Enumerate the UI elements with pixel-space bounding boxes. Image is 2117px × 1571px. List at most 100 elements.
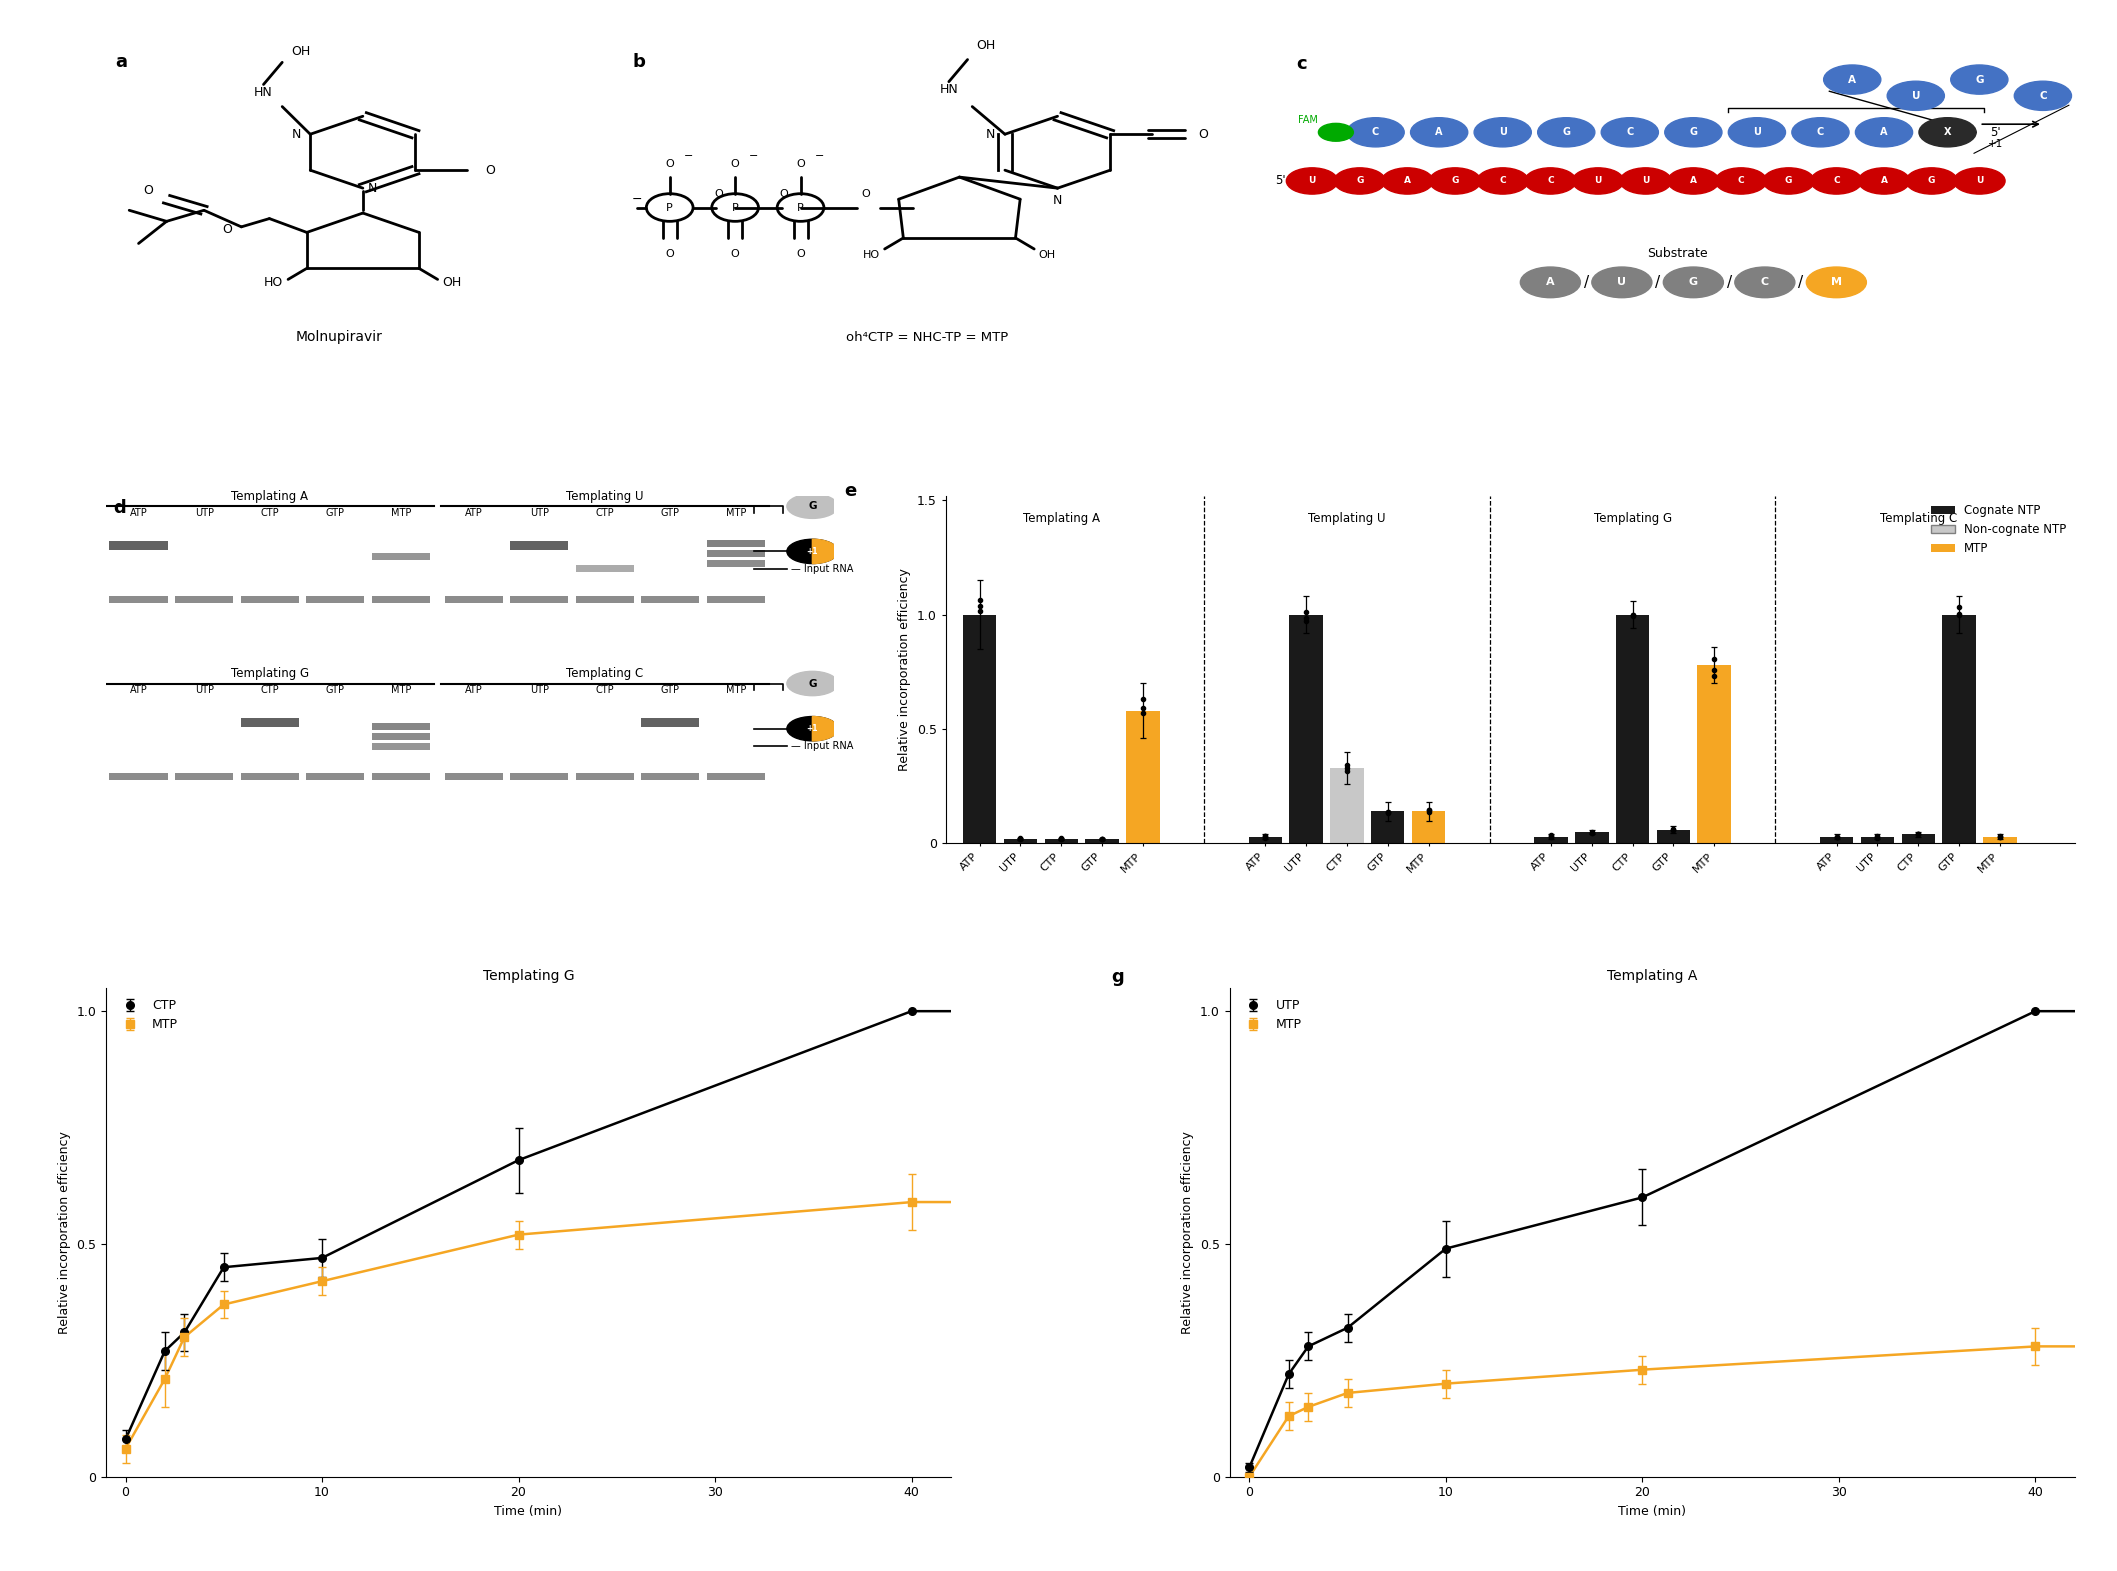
Text: Templating G: Templating G	[1594, 512, 1672, 525]
Bar	[1658, 829, 1689, 844]
Text: GTP: GTP	[326, 507, 345, 518]
Text: 3': 3'	[1327, 126, 1338, 138]
Text: U: U	[1912, 91, 1920, 101]
Circle shape	[1664, 267, 1723, 297]
Text: U: U	[1594, 176, 1603, 185]
Point	[1575, 820, 1609, 845]
Circle shape	[1918, 118, 1975, 148]
Point	[1615, 603, 1649, 628]
Bar	[510, 540, 567, 550]
Text: C: C	[1833, 176, 1840, 185]
Text: +1: +1	[807, 724, 817, 734]
Text: G: G	[1689, 278, 1698, 287]
Circle shape	[1473, 118, 1531, 148]
Point	[1901, 822, 1935, 847]
Text: ATP: ATP	[129, 685, 148, 696]
Text: /: /	[1727, 275, 1732, 291]
Circle shape	[788, 671, 838, 696]
Bar	[1984, 836, 2018, 844]
Circle shape	[1734, 267, 1795, 297]
Text: G: G	[809, 679, 817, 688]
Text: a: a	[114, 53, 127, 71]
Text: g: g	[1111, 968, 1124, 987]
Point	[1655, 817, 1689, 842]
Text: ATP: ATP	[466, 507, 483, 518]
Bar	[1289, 614, 1323, 844]
Point	[1289, 600, 1323, 625]
Point	[963, 588, 997, 613]
Text: O: O	[144, 184, 152, 198]
Text: G: G	[1975, 74, 1984, 85]
Point	[1412, 798, 1446, 823]
Text: P: P	[798, 203, 804, 212]
Text: UTP: UTP	[195, 507, 214, 518]
Text: C: C	[1372, 127, 1380, 137]
Text: G: G	[1689, 127, 1698, 137]
Point	[1003, 826, 1037, 851]
Wedge shape	[813, 539, 838, 564]
Text: CTP: CTP	[595, 507, 614, 518]
Bar	[241, 773, 298, 779]
Text: G: G	[1785, 176, 1793, 185]
Y-axis label: Relative incorporation efficiency: Relative incorporation efficiency	[898, 569, 910, 771]
Circle shape	[1319, 124, 1353, 141]
Text: — Input RNA: — Input RNA	[790, 742, 853, 751]
Text: O: O	[730, 248, 739, 259]
Text: ATP: ATP	[466, 685, 483, 696]
Point	[1289, 610, 1323, 635]
Bar	[1372, 811, 1404, 844]
Bar	[510, 773, 567, 779]
Point	[1821, 825, 1854, 850]
Bar	[307, 595, 364, 603]
Circle shape	[1950, 64, 2007, 94]
Point	[1249, 823, 1283, 848]
Text: U: U	[1499, 127, 1507, 137]
Bar	[641, 718, 699, 727]
Bar	[1615, 614, 1649, 844]
Bar	[373, 734, 430, 740]
Bar	[1044, 839, 1078, 844]
Text: b: b	[633, 53, 646, 71]
Bar	[1821, 836, 1852, 844]
Point	[963, 594, 997, 619]
Text: — Input RNA: — Input RNA	[790, 564, 853, 573]
Bar	[707, 773, 764, 779]
Text: C: C	[1738, 176, 1744, 185]
Point	[1941, 602, 1975, 627]
Text: O: O	[1198, 127, 1209, 141]
Text: OH: OH	[442, 275, 462, 289]
Bar	[373, 595, 430, 603]
Circle shape	[1664, 118, 1721, 148]
Text: A: A	[1404, 176, 1410, 185]
Circle shape	[1524, 168, 1577, 195]
Text: U: U	[1308, 176, 1317, 185]
Text: G: G	[1357, 176, 1363, 185]
Point	[1535, 823, 1569, 848]
Text: G: G	[1562, 127, 1571, 137]
Point	[1249, 825, 1283, 850]
Text: Templating C: Templating C	[565, 668, 644, 680]
Circle shape	[1478, 168, 1528, 195]
Point	[1984, 823, 2018, 848]
Text: C: C	[1816, 127, 1825, 137]
Bar	[176, 773, 233, 779]
Circle shape	[1886, 82, 1943, 110]
Bar	[1249, 836, 1283, 844]
Bar	[707, 559, 764, 567]
Point	[1412, 796, 1446, 822]
Bar	[373, 723, 430, 731]
Bar	[1086, 839, 1118, 844]
Point	[1249, 823, 1283, 848]
Bar	[307, 773, 364, 779]
Text: O: O	[796, 248, 804, 259]
Point	[1126, 701, 1160, 726]
Text: Templating G: Templating G	[231, 668, 309, 680]
Point	[1575, 820, 1609, 845]
Point	[1861, 823, 1895, 848]
Circle shape	[1854, 118, 1912, 148]
Text: A: A	[1435, 127, 1444, 137]
Text: OH: OH	[976, 39, 995, 52]
Text: MTP: MTP	[392, 507, 411, 518]
Y-axis label: Relative incorporation efficiency: Relative incorporation efficiency	[1181, 1131, 1194, 1334]
Bar	[1412, 811, 1446, 844]
